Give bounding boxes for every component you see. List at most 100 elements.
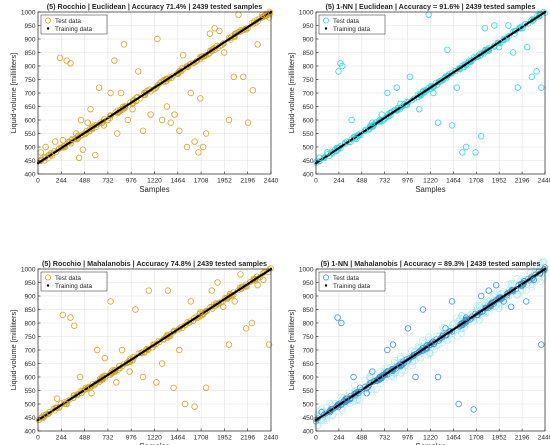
test-point: [316, 158, 323, 164]
test-point: [397, 100, 404, 107]
y-tick-label: 850: [24, 50, 35, 57]
y-tick-label: 650: [302, 104, 313, 111]
test-point: [538, 341, 545, 348]
legend-box: [318, 271, 386, 292]
x-tick-label: 1952: [492, 435, 507, 442]
x-tick-label: 976: [126, 178, 137, 185]
x-tick-label: 1220: [147, 178, 162, 185]
y-tick-label: 400: [24, 171, 35, 178]
x-tick-label: 732: [379, 435, 390, 442]
test-point: [107, 89, 114, 97]
test-series: [316, 11, 545, 161]
y-tick-label: 450: [302, 158, 313, 165]
y-tick-label: 950: [24, 280, 35, 287]
test-point: [88, 390, 95, 397]
x-tick-label: 2440: [538, 435, 550, 442]
halo-point: [401, 367, 409, 375]
test-point: [111, 57, 118, 64]
test-point: [147, 111, 154, 118]
test-point: [248, 319, 256, 327]
test-point: [67, 60, 74, 67]
test-point: [523, 298, 530, 305]
x-tick-label: 2196: [515, 435, 530, 442]
test-point: [397, 363, 404, 370]
y-tick-label: 850: [302, 307, 313, 314]
x-tick-label: 976: [402, 435, 413, 442]
test-point: [533, 68, 540, 75]
chart-panel-3: 0 244 488 732 976 1220 1464 1708 1952 2196 2440 400…: [9, 259, 279, 445]
y-tick-label: 400: [302, 428, 313, 435]
test-point: [430, 89, 437, 97]
halo-point: [404, 354, 412, 362]
test-point: [350, 373, 357, 381]
legend-training-marker: [46, 284, 50, 287]
halo-point: [391, 356, 399, 364]
halo-point: [426, 349, 434, 357]
legend-training-label: Training data: [333, 283, 371, 290]
legend-box: [318, 14, 386, 35]
legend-training-label: Training data: [55, 283, 93, 290]
test-point: [63, 400, 70, 408]
y-tick-label: 500: [24, 144, 35, 151]
test-point: [227, 35, 234, 42]
test-point: [254, 41, 261, 48]
test-point: [214, 301, 220, 308]
test-point: [240, 73, 247, 80]
test-point: [343, 138, 351, 145]
legend-test-marker: [45, 274, 52, 281]
test-point: [475, 53, 482, 60]
test-point: [51, 138, 59, 145]
y-tick-label: 600: [24, 374, 35, 381]
test-point: [47, 151, 54, 159]
x-tick-label: 976: [402, 178, 413, 185]
test-point: [225, 116, 233, 124]
test-point: [411, 95, 418, 102]
test-point: [158, 360, 166, 367]
test-point: [406, 73, 414, 80]
test-point: [126, 368, 133, 375]
halo-point: [474, 316, 482, 324]
legend-test-label: Test data: [55, 18, 81, 25]
x-tick-label: 1708: [194, 435, 209, 442]
test-point: [500, 35, 507, 43]
test-point: [59, 137, 67, 144]
halo-point: [322, 416, 330, 424]
test-point: [221, 49, 228, 56]
test-point: [197, 95, 204, 102]
x-tick-label: 244: [56, 178, 67, 185]
test-point: [265, 341, 273, 348]
training-series: [36, 10, 273, 165]
y-tick-label: 800: [24, 63, 35, 70]
test-point: [206, 30, 214, 37]
x-tick-label: 1464: [170, 178, 185, 185]
test-point: [514, 84, 521, 91]
test-point: [482, 305, 489, 312]
test-point: [453, 84, 460, 91]
test-point: [211, 25, 218, 32]
test-point: [42, 143, 49, 151]
test-point: [208, 287, 215, 294]
x-tick-label: 976: [126, 435, 137, 442]
y-axis-label: Liquid-volume [milliliters]: [287, 53, 296, 134]
test-point: [316, 154, 323, 161]
y-tick-label: 450: [24, 415, 35, 422]
test-point: [419, 306, 427, 313]
y-tick-label: 600: [302, 374, 313, 381]
test-point: [444, 46, 451, 53]
halo-point: [368, 388, 376, 396]
test-point: [220, 303, 227, 310]
test-point: [124, 116, 131, 124]
x-tick-label: 488: [79, 435, 90, 442]
x-tick-label: 1464: [170, 435, 185, 442]
test-point: [163, 103, 171, 110]
test-point: [94, 121, 100, 128]
test-point: [197, 54, 204, 61]
training-series: [314, 10, 547, 165]
test-point: [500, 298, 507, 305]
halo-point: [397, 369, 405, 377]
test-point: [104, 116, 111, 124]
test-point: [421, 89, 428, 95]
